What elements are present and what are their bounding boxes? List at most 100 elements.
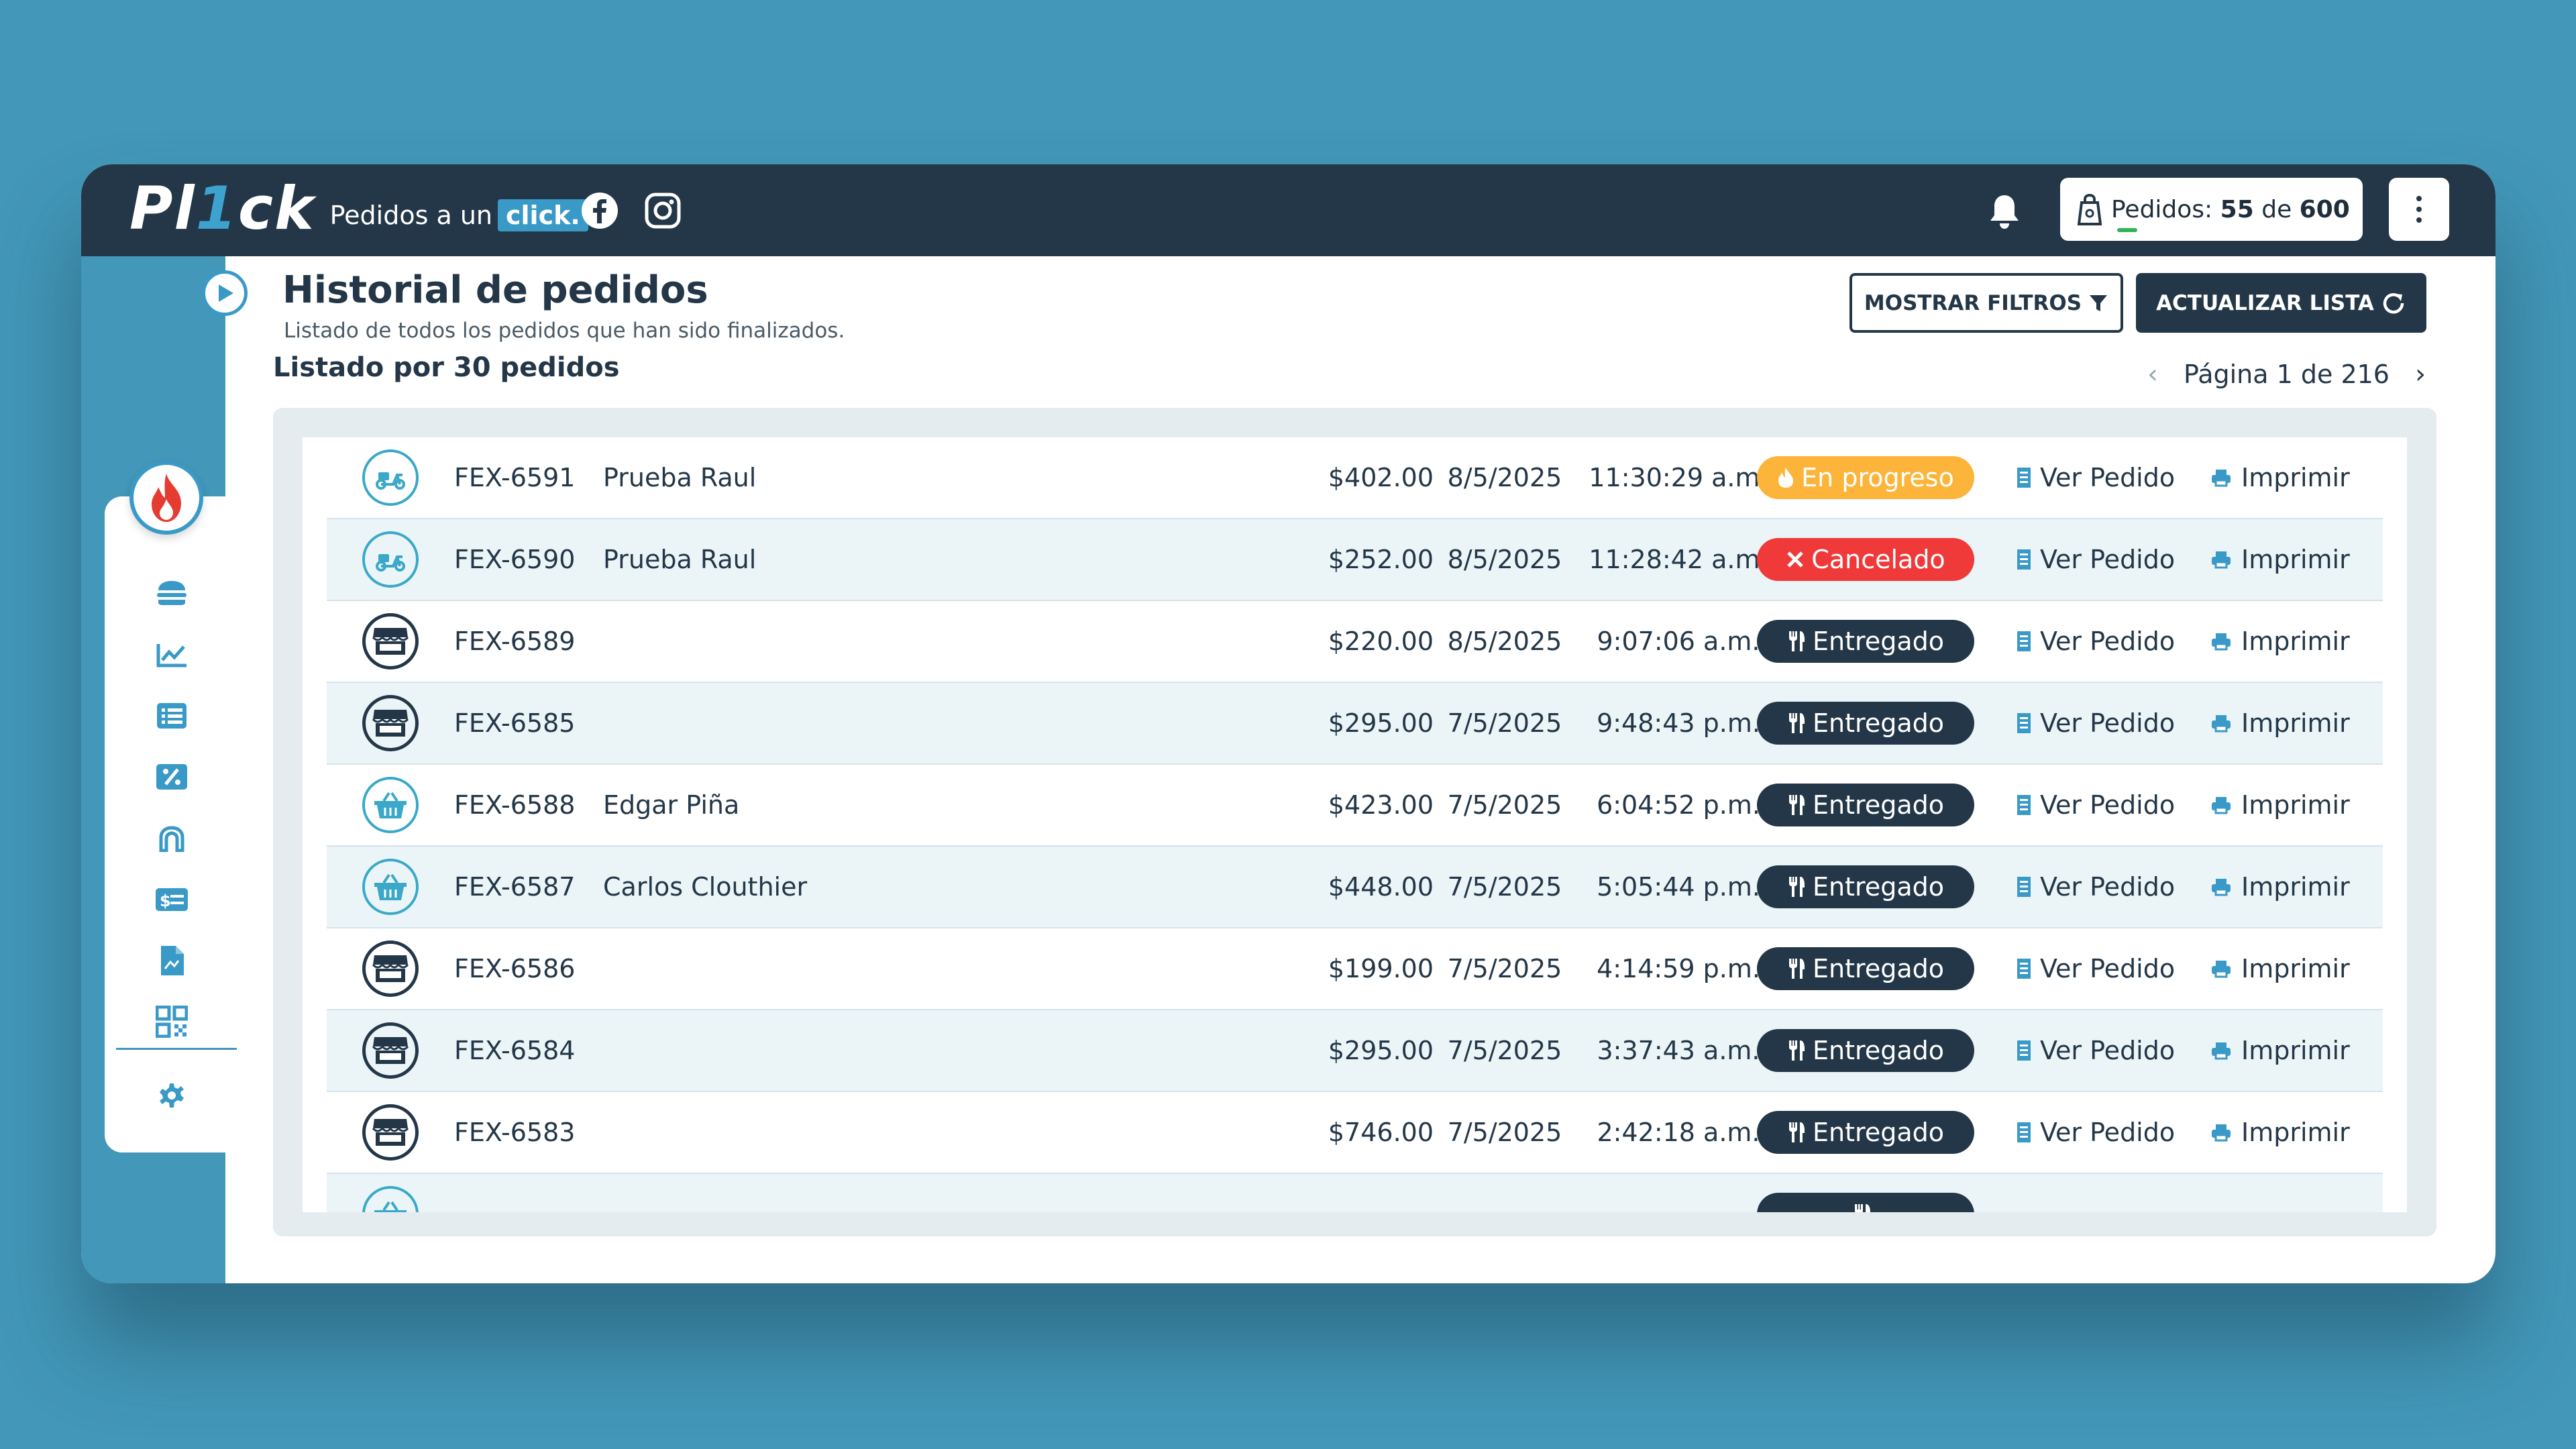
orders-label: Pedidos:	[2111, 195, 2213, 223]
view-order-label: Ver Pedido	[2040, 954, 2176, 983]
status-badge: Entregado	[1757, 1029, 1974, 1072]
store-icon	[362, 695, 419, 751]
status-label: Entregado	[1813, 954, 1944, 983]
table-row[interactable]: FEX-6588 Edgar Piña $423.00 7/5/2025 6:04:52…	[327, 765, 2383, 847]
order-type-cell	[362, 765, 419, 845]
table-row[interactable]: FEX-6584 $295.00 7/5/2025 3:37:43 a.m. Entre…	[327, 1010, 2383, 1092]
printer-icon	[2212, 470, 2231, 487]
table-row[interactable]: FEX-6589 $220.00 8/5/2025 9:07:06 a.m. Entre…	[327, 601, 2383, 683]
flame-icon	[152, 474, 181, 522]
order-time: 9:07:06 a.m.	[1597, 627, 1760, 656]
order-amount: $448.00	[1328, 872, 1434, 902]
print-link[interactable]: Imprimir	[2210, 765, 2350, 845]
table-row[interactable]: FEX-6583 $746.00 7/5/2025 2:42:18 a.m. Entre…	[327, 1092, 2383, 1174]
status-label: Entregado	[1813, 627, 1944, 656]
document-icon[interactable]	[154, 943, 190, 979]
print-link[interactable]: Imprimir	[2210, 1010, 2350, 1091]
burger-icon[interactable]	[154, 575, 190, 611]
utensils-icon	[1855, 1204, 1870, 1212]
receipt-icon	[2017, 959, 2031, 979]
status-cell: Entregado	[1757, 928, 1977, 1009]
sidebar-toggle-button[interactable]	[202, 270, 248, 316]
arch-icon[interactable]	[154, 820, 190, 857]
view-order-link[interactable]: Ver Pedido	[2016, 928, 2175, 1009]
percent-icon[interactable]	[154, 759, 190, 795]
view-order-link[interactable]: Ver Pedido	[2016, 1010, 2175, 1091]
printer-icon	[2212, 797, 2231, 814]
orders-table[interactable]: FEX-6591 Prueba Raul $402.00 8/5/2025 11:30:…	[303, 437, 2407, 1212]
order-date: 8/5/2025	[1447, 627, 1562, 656]
order-type-cell	[362, 683, 419, 763]
more-menu-button[interactable]	[2389, 178, 2449, 241]
status-badge: Entregado	[1757, 1111, 1974, 1154]
table-row[interactable]: FEX-6591 Prueba Raul $402.00 8/5/2025 11:30:…	[327, 437, 2383, 519]
view-order-link[interactable]: Ver Pedido	[2016, 519, 2175, 600]
status-label: En progreso	[1801, 463, 1954, 492]
brand-flame-logo[interactable]	[129, 461, 203, 535]
printer-icon	[2212, 633, 2231, 651]
print-link[interactable]: Imprimir	[2210, 928, 2350, 1009]
qr-code-icon[interactable]	[154, 1004, 190, 1040]
brand[interactable]: Pl1ck Pedidos a un click.	[129, 171, 588, 245]
order-amount: $295.00	[1328, 1036, 1434, 1065]
view-order-link[interactable]: Ver Pedido	[2016, 601, 2175, 682]
print-link[interactable]: Imprimir	[2210, 437, 2350, 518]
facebook-icon[interactable]	[580, 191, 619, 230]
order-amount: $402.00	[1328, 463, 1434, 492]
view-order-label: Ver Pedido	[2040, 463, 2176, 492]
chart-line-icon[interactable]	[154, 637, 190, 673]
print-link[interactable]: Imprimir	[2210, 519, 2350, 600]
list-icon[interactable]	[154, 698, 190, 734]
status-badge: Cancelado	[1757, 538, 1974, 581]
x-icon	[1787, 551, 1804, 568]
order-date: 7/5/2025	[1447, 1036, 1562, 1065]
table-row[interactable]: FEX-6590 Prueba Raul $252.00 8/5/2025 11:28:…	[327, 519, 2383, 601]
orders-total: 600	[2299, 195, 2350, 223]
print-link[interactable]: Imprimir	[2210, 847, 2350, 927]
prev-page-button[interactable]: ‹	[2147, 359, 2158, 390]
print-label: Imprimir	[2241, 463, 2350, 492]
print-link[interactable]: Imprimir	[2210, 601, 2350, 682]
print-label: Imprimir	[2241, 954, 2350, 983]
utensils-icon	[1789, 795, 1805, 815]
view-order-link[interactable]: Ver Pedido	[2016, 1092, 2175, 1173]
printer-icon	[2212, 961, 2231, 978]
money-card-icon[interactable]: $	[154, 881, 190, 918]
view-order-link[interactable]: Ver Pedido	[2016, 847, 2175, 927]
receipt-icon	[2017, 795, 2031, 815]
order-id: FEX-6591	[454, 463, 576, 492]
order-type-cell	[362, 1092, 419, 1173]
orders-counter[interactable]: Pedidos: 55 de 600	[2060, 178, 2363, 241]
order-time: 2:42:18 a.m.	[1597, 1118, 1760, 1147]
receipt-icon	[2017, 1122, 2031, 1142]
refresh-list-label: ACTUALIZAR LISTA	[2156, 290, 2374, 315]
status-cell: Entregado	[1757, 765, 1977, 845]
view-order-link[interactable]: Ver Pedido	[2016, 437, 2175, 518]
utensils-icon	[1789, 631, 1805, 651]
table-row[interactable]: FEX-6586 $199.00 7/5/2025 4:14:59 p.m. Entre…	[327, 928, 2383, 1010]
status-label: Entregado	[1813, 708, 1944, 738]
status-cell: Entregado	[1757, 601, 1977, 682]
status-badge: Entregado	[1757, 947, 1974, 990]
view-order-link[interactable]: Ver Pedido	[2016, 765, 2175, 845]
instagram-icon[interactable]	[643, 191, 682, 230]
view-order-label: Ver Pedido	[2040, 790, 2176, 820]
next-page-button[interactable]: ›	[2415, 359, 2426, 390]
basket-icon	[362, 1186, 419, 1212]
order-date: 7/5/2025	[1447, 872, 1562, 902]
page-indicator: Página 1 de 216	[2184, 360, 2390, 389]
print-link[interactable]: Imprimir	[2210, 683, 2350, 763]
print-link[interactable]: Imprimir	[2210, 1092, 2350, 1173]
table-row[interactable]: FEX-6585 $295.00 7/5/2025 9:48:43 p.m. Entre…	[327, 683, 2383, 765]
order-time: 4:14:59 p.m.	[1597, 954, 1760, 983]
refresh-list-button[interactable]: ACTUALIZAR LISTA	[2136, 273, 2426, 333]
view-order-link[interactable]: Ver Pedido	[2016, 683, 2175, 763]
gear-icon[interactable]	[154, 1077, 190, 1114]
order-type-cell	[362, 928, 419, 1009]
order-id: FEX-6590	[454, 545, 576, 574]
table-row[interactable]: FEX-6587 Carlos Clouthier $448.00 7/5/2025 5…	[327, 847, 2383, 928]
order-time: 9:48:43 p.m.	[1597, 708, 1760, 738]
show-filters-button[interactable]: MOSTRAR FILTROS	[1849, 273, 2123, 333]
bell-icon[interactable]	[1986, 193, 2023, 231]
